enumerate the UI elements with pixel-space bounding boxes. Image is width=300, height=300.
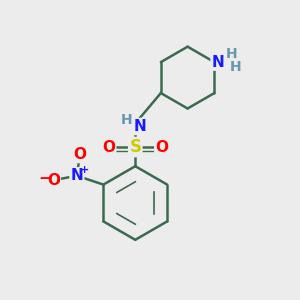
Text: N: N bbox=[133, 119, 146, 134]
Text: +: + bbox=[80, 166, 89, 176]
Text: H: H bbox=[121, 113, 132, 127]
Text: S: S bbox=[129, 138, 141, 156]
Text: O: O bbox=[155, 140, 168, 154]
Text: H: H bbox=[226, 47, 238, 61]
Text: N: N bbox=[212, 55, 224, 70]
Text: O: O bbox=[73, 147, 86, 162]
Text: −: − bbox=[38, 171, 51, 186]
Text: N: N bbox=[70, 168, 83, 183]
Text: O: O bbox=[102, 140, 115, 154]
Text: O: O bbox=[47, 173, 60, 188]
Text: H: H bbox=[230, 59, 242, 74]
